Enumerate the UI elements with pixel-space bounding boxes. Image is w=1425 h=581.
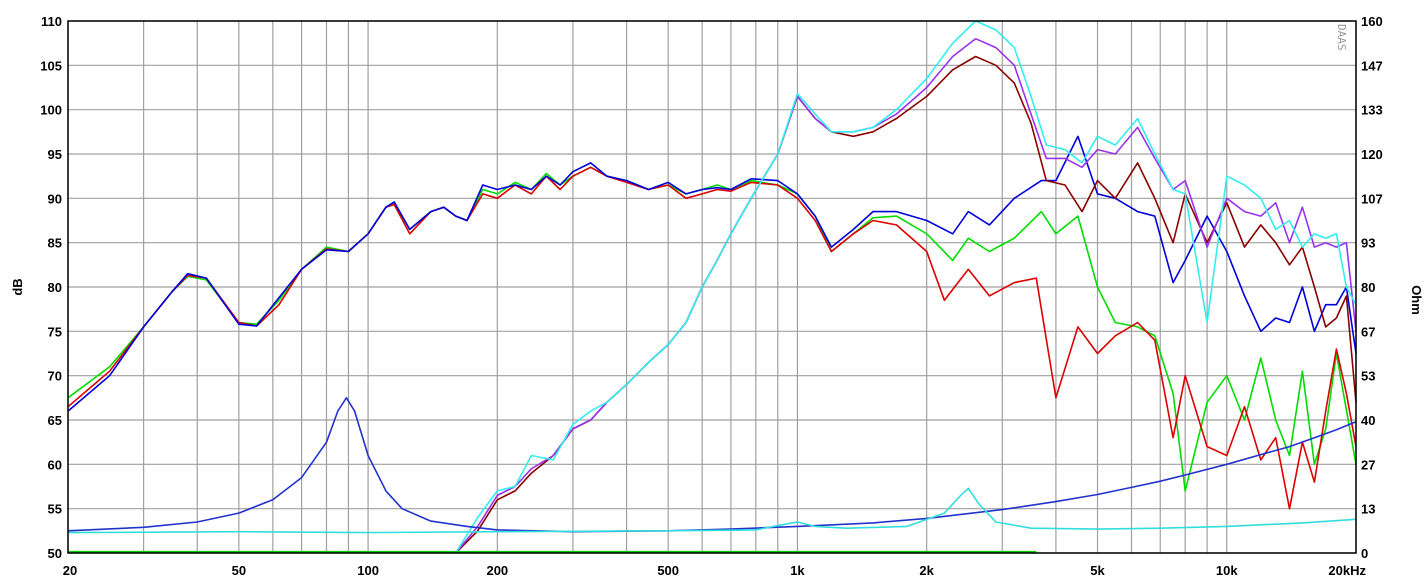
y-axis-tick-labels: 50 55 60 65 70 75 80 85 90 95 100 105 110 xyxy=(40,14,62,561)
x-tick-label: 500 xyxy=(657,563,679,578)
y2-tick-label: 13 xyxy=(1361,502,1375,517)
y2-tick-label: 80 xyxy=(1361,280,1375,295)
series-line-6 xyxy=(455,20,1357,554)
y-tick-label: 55 xyxy=(48,502,62,517)
watermark-text: DAAS xyxy=(1335,24,1348,51)
y2-tick-label: 67 xyxy=(1361,324,1375,339)
y-axis-label: dB xyxy=(10,278,25,295)
series-line-8 xyxy=(67,487,1357,534)
y-tick-label: 100 xyxy=(40,103,62,118)
y-tick-label: 105 xyxy=(40,58,62,73)
y-tick-label: 60 xyxy=(48,457,62,472)
plot-frame xyxy=(67,20,1357,554)
y-tick-label: 110 xyxy=(41,14,62,29)
y-tick-label: 80 xyxy=(48,280,62,295)
y2-tick-label: 120 xyxy=(1361,147,1383,162)
x-tick-label: 10k xyxy=(1216,563,1238,578)
y-tick-label: 65 xyxy=(48,413,62,428)
y-tick-label: 85 xyxy=(48,236,62,251)
y2-tick-label: 147 xyxy=(1361,58,1383,73)
y2-tick-label: 40 xyxy=(1361,413,1375,428)
y-tick-label: 90 xyxy=(48,191,62,206)
y2-axis-tick-labels: 0 13 27 40 53 67 80 93 107 120 133 147 160 xyxy=(1361,14,1383,561)
x-tick-label: 1k xyxy=(790,563,805,578)
y-tick-label: 75 xyxy=(48,324,62,339)
plot-series xyxy=(67,20,1357,554)
series-line-3 xyxy=(67,135,1357,412)
x-tick-label: 5k xyxy=(1090,563,1105,578)
x-tick-label: 50 xyxy=(232,563,246,578)
x-tick-label: 2k xyxy=(919,563,934,578)
y-tick-label: 70 xyxy=(48,369,62,384)
y-tick-label: 95 xyxy=(48,147,62,162)
x-tick-label: 20 xyxy=(63,563,77,578)
y2-tick-label: 0 xyxy=(1361,546,1368,561)
y2-tick-label: 133 xyxy=(1361,103,1383,118)
y-tick-label: 50 xyxy=(48,546,62,561)
x-tick-label: 100 xyxy=(357,563,379,578)
y2-tick-label: 27 xyxy=(1361,457,1375,472)
y2-tick-label: 53 xyxy=(1361,369,1375,384)
x-axis-tick-labels: 20 50 100 200 500 1k 2k 5k 10k 20kHz xyxy=(63,563,1367,578)
y2-tick-label: 160 xyxy=(1361,14,1383,29)
y2-axis-label: Ohm xyxy=(1409,285,1424,315)
y2-tick-label: 107 xyxy=(1361,191,1383,206)
y2-tick-label: 93 xyxy=(1361,236,1375,251)
x-tick-label: 200 xyxy=(486,563,508,578)
x-tick-label: 20kHz xyxy=(1328,563,1366,578)
